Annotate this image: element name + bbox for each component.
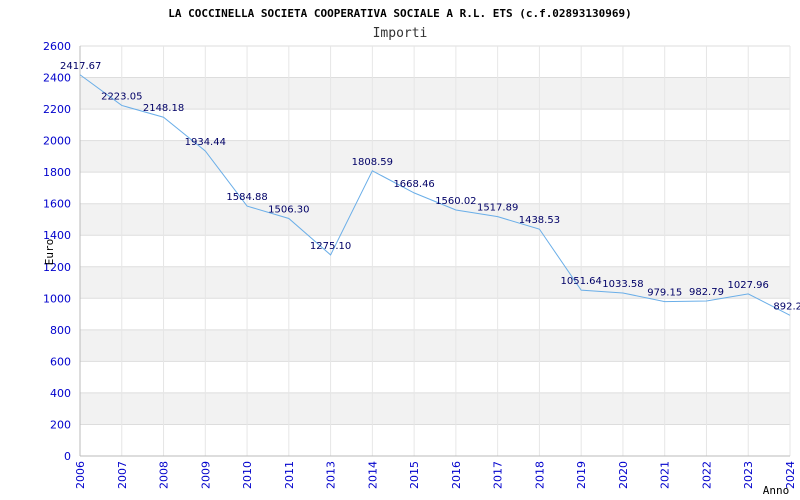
y-tick-label: 1600 [43,198,71,211]
x-tick-label: 2009 [199,461,212,489]
x-tick-label: 2015 [408,461,421,489]
data-label: 982.79 [689,287,724,298]
data-label: 1051.64 [560,276,601,287]
y-axis-label: Euro [43,239,56,266]
y-tick-label: 600 [50,355,71,368]
data-label: 1275.10 [310,241,351,252]
y-tick-label: 2400 [43,72,71,85]
chart-subtitle: Importi [373,26,428,41]
x-tick-label: 2016 [450,461,463,489]
x-tick-label: 2020 [617,461,630,489]
y-tick-label: 2200 [43,103,71,116]
data-label: 1560.02 [435,196,476,207]
x-tick-label: 2013 [325,461,338,489]
data-label: 2417.67 [60,61,101,72]
y-tick-label: 200 [50,418,71,431]
x-tick-label: 2007 [116,461,129,489]
x-tick-label: 2006 [74,461,87,489]
data-label: 1517.89 [477,203,518,214]
y-tick-label: 1800 [43,166,71,179]
x-tick-label: 2010 [241,461,254,489]
chart-title: LA COCCINELLA SOCIETA COOPERATIVA SOCIAL… [168,7,632,20]
x-tick-label: 2022 [700,461,713,489]
data-label: 2223.05 [101,91,142,102]
x-tick-label: 2021 [659,461,672,489]
data-label: 1808.59 [352,157,393,168]
data-label: 2148.18 [143,103,184,114]
y-tick-label: 800 [50,324,71,337]
data-label: 892.2 [773,301,800,312]
x-axis-label: Anno [763,484,790,497]
data-label: 1934.44 [185,137,226,148]
grid-band [80,77,790,110]
x-tick-label: 2024 [784,461,797,489]
x-tick-label: 2019 [575,461,588,489]
y-tick-label: 1000 [43,292,71,305]
data-label: 1027.96 [728,280,769,291]
x-tick-label: 2011 [283,461,296,489]
data-label: 979.15 [647,288,682,299]
y-tick-label: 2600 [43,40,71,53]
grid-band [80,392,790,425]
x-tick-label: 2023 [742,461,755,489]
y-tick-label: 1400 [43,229,71,242]
y-tick-label: 1200 [43,261,71,274]
grid-bands [80,77,790,425]
y-tick-label: 0 [64,450,71,463]
x-tick-label: 2014 [366,461,379,489]
y-tick-label: 2000 [43,135,71,148]
grid-band [80,266,790,299]
x-tick-labels: 2006 2007 2008 2009 2010 2011 2013 2014 2015 2016… [74,461,797,489]
x-tick-label: 2008 [158,461,171,489]
grid-band [80,203,790,236]
data-label: 1438.53 [519,215,560,226]
y-tick-label: 400 [50,387,71,400]
data-label: 1668.46 [393,179,434,190]
x-tick-label: 2017 [492,461,505,489]
grid-band [80,329,790,362]
data-label: 1033.58 [602,279,643,290]
y-tick-labels: 0 200 400 600 800 1000 1200 1400 1600 1800 2000 220… [43,40,71,463]
data-label: 1584.88 [226,192,267,203]
x-tick-label: 2018 [533,461,546,489]
series-line [79,74,791,316]
data-label: 1506.30 [268,204,309,215]
